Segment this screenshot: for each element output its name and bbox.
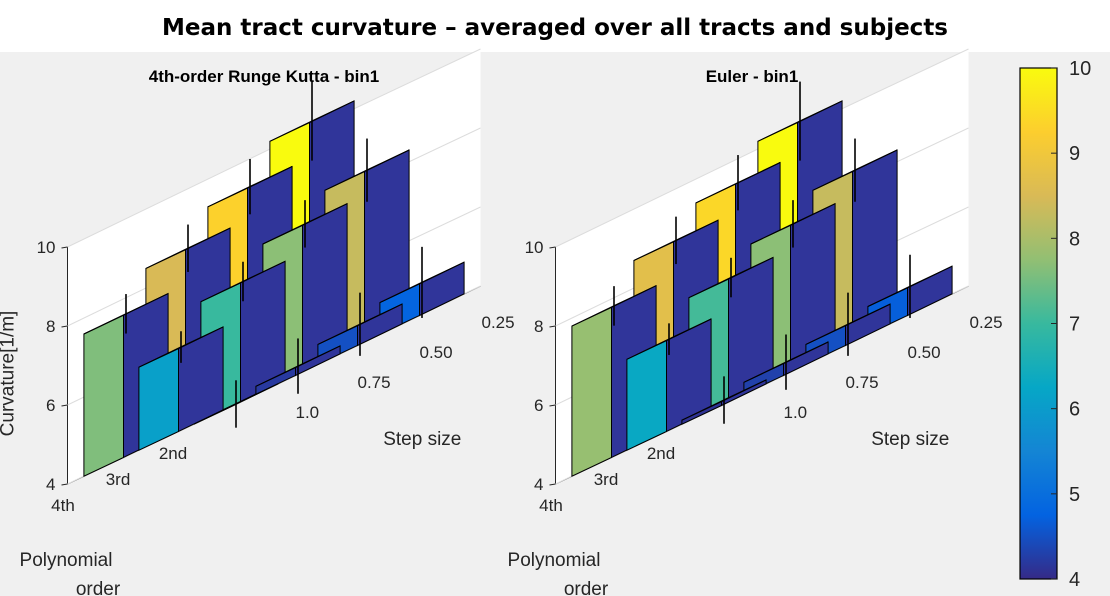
z-tick-mark	[549, 404, 556, 407]
y-tick-label: 0.50	[420, 343, 453, 362]
z-tick-mark	[61, 404, 68, 407]
y-tick-label: 0.25	[970, 313, 1003, 332]
colorbar-tick-label: 4	[1069, 569, 1080, 591]
y-tick-label: 1.0	[296, 403, 320, 422]
bar3-plot-2: 4 6 8 10 4th 3rd 2nd 1.0 0.75 0.50 0.25 Polynomial o…	[508, 48, 1003, 596]
colorbar-tick-label: 5	[1069, 484, 1080, 506]
y-tick-label: 0.75	[358, 373, 391, 392]
x-tick-label: 4th	[539, 496, 563, 515]
bar3-plot-1: 4 6 8 10 4th 3rd 2nd 1.0 0.75 0.50 0.25 Polynomial o…	[0, 48, 515, 596]
colorbar: 4 5 6 7 8 9 10	[1019, 58, 1091, 591]
x-axis-label-line1: Polynomial	[508, 550, 601, 571]
z-tick-label: 8	[534, 317, 543, 336]
bar-2nd-1.0	[681, 376, 767, 425]
colorbar-scale	[1019, 67, 1058, 580]
bar-3rd-0.75	[200, 260, 286, 421]
z-tick-label: 6	[46, 396, 55, 415]
colorbar-tick-label: 7	[1069, 314, 1080, 336]
z-tick-label: 4	[46, 475, 55, 494]
x-axis-label-line2: order	[564, 579, 609, 596]
z-tick-label: 10	[525, 238, 544, 257]
y-tick-label: 0.25	[482, 313, 515, 332]
x-tick-label: 3rd	[106, 470, 131, 489]
z-tick-label: 6	[534, 396, 543, 415]
bar-3rd-1.0	[626, 318, 712, 451]
x-axis-label-line2: order	[76, 579, 121, 596]
x-tick-label: 2nd	[647, 444, 675, 463]
z-tick-label: 4	[534, 475, 543, 494]
colorbar-tick-label: 9	[1069, 143, 1080, 165]
bar-front-face	[83, 314, 124, 477]
z-tick-mark	[61, 246, 68, 249]
subplot-title: Euler - bin1	[706, 67, 799, 86]
bar-front-face	[571, 306, 612, 477]
y-tick-label: 0.50	[908, 343, 941, 362]
y-tick-label: 0.75	[846, 373, 879, 392]
z-tick-mark	[61, 483, 68, 486]
z-tick-label: 8	[46, 317, 55, 336]
figure-title: Mean tract curvature – averaged over all…	[0, 0, 1110, 52]
bar-2nd-0.75	[255, 338, 341, 395]
y-axis-label: Step size	[383, 429, 461, 450]
z-axis-label: Curvature[1/m]	[0, 311, 19, 437]
x-tick-label: 3rd	[594, 470, 619, 489]
colorbar-tick-label: 8	[1069, 228, 1080, 250]
bar-2nd-1.0	[193, 380, 279, 428]
z-tick-mark	[549, 483, 556, 486]
z-tick-mark	[549, 325, 556, 328]
x-axis-label-line1: Polynomial	[20, 550, 113, 571]
z-tick-label: 10	[37, 238, 56, 257]
x-tick-label: 2nd	[159, 444, 187, 463]
colorbar-tick-label: 10	[1069, 58, 1091, 80]
x-tick-label: 4th	[51, 496, 75, 515]
y-axis-label: Step size	[871, 429, 949, 450]
subplot-title: 4th-order Runge Kutta - bin1	[149, 67, 379, 86]
colorbar-tick-label: 6	[1069, 399, 1080, 421]
bar-3rd-1.0	[138, 326, 224, 451]
z-tick-mark	[549, 246, 556, 249]
y-tick-label: 1.0	[784, 403, 808, 422]
z-tick-mark	[61, 325, 68, 328]
